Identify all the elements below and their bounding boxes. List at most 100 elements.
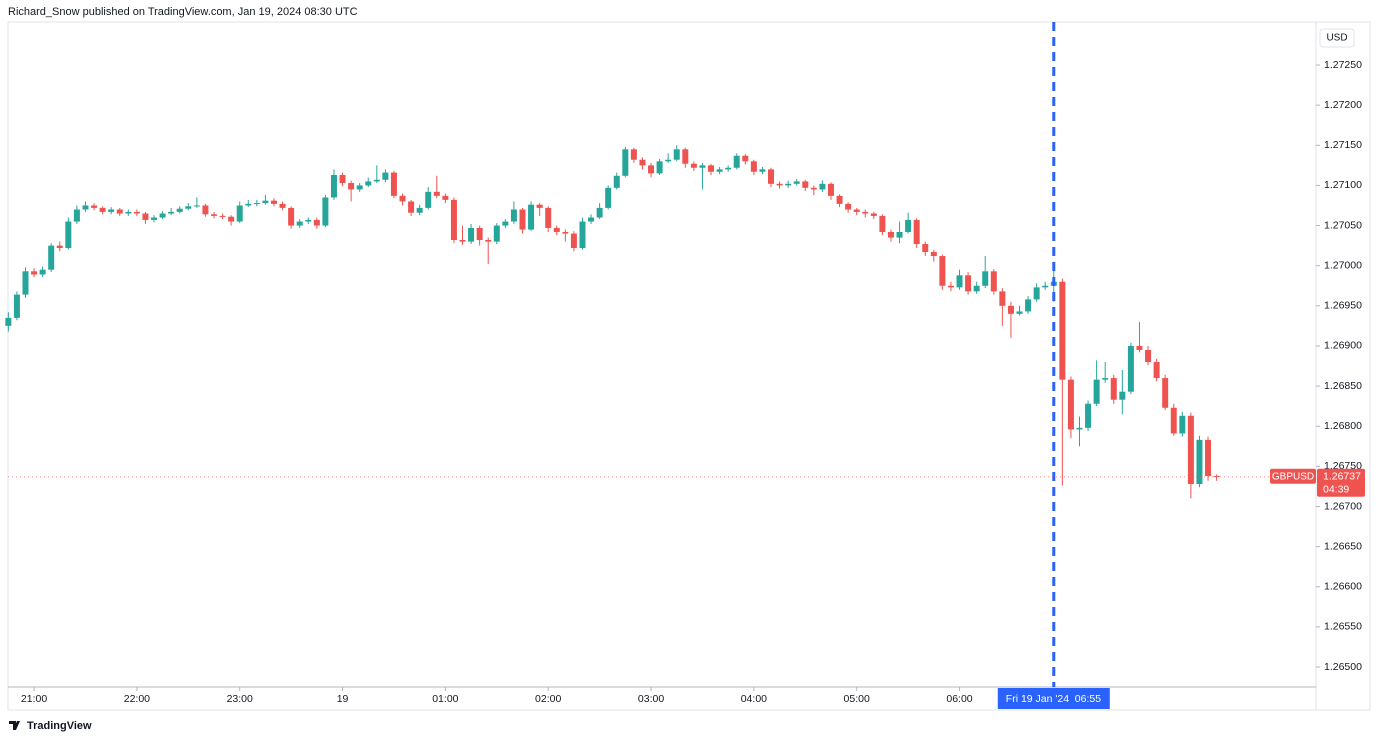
y-tick-label: 1.27050 [1324, 219, 1362, 231]
candle-body [485, 240, 492, 242]
candle-body [425, 191, 432, 208]
currency-badge[interactable] [1319, 28, 1355, 48]
candle-body [116, 209, 123, 214]
x-tick-label: 06:00 [946, 693, 972, 705]
candle-body [125, 211, 132, 214]
candle-body [836, 195, 843, 204]
frame [7, 21, 1371, 711]
candle-body [5, 317, 12, 326]
candle-body [348, 183, 355, 190]
candle-body [536, 204, 543, 208]
currency: USD [1326, 33, 1347, 44]
y-tick-label: 1.26900 [1324, 340, 1362, 352]
candle-body [339, 174, 346, 184]
candle-body [279, 203, 286, 208]
candle-body [947, 285, 954, 288]
candle-body [965, 275, 972, 292]
candle-body [1127, 345, 1134, 392]
y-tick-label: 1.27150 [1324, 139, 1362, 151]
candle-body [31, 271, 38, 275]
candle-body [990, 271, 997, 292]
candle-body [202, 205, 209, 215]
candle-body [382, 172, 389, 180]
candle-body [1145, 349, 1152, 363]
candle-body [562, 231, 569, 234]
y-tick-label: 1.27100 [1324, 179, 1362, 191]
y-tick-label: 1.27200 [1324, 99, 1362, 111]
candle-body [913, 219, 920, 245]
candle-body [690, 163, 697, 168]
candle-body [759, 169, 766, 172]
candle-body [22, 271, 29, 295]
candle-body [1016, 311, 1023, 314]
candle-body [887, 231, 894, 238]
candle-body [493, 225, 500, 242]
y-tick-label: 1.26850 [1324, 380, 1362, 392]
candle-body [845, 203, 852, 210]
logo-text: TradingView [27, 720, 92, 732]
logo-icon [9, 721, 20, 730]
candle-body [708, 165, 715, 172]
candle-body [65, 221, 72, 249]
candle-body [939, 256, 946, 286]
candle-body [699, 165, 706, 168]
candle-body [1033, 287, 1040, 300]
candle-body [1205, 439, 1212, 476]
candle-body [73, 209, 80, 222]
candle-body [622, 149, 629, 176]
candle-body [682, 149, 689, 164]
y-tick-label: 1.27000 [1324, 259, 1362, 271]
candle-body [1153, 362, 1160, 379]
candle-body [1042, 285, 1049, 288]
candle-body [733, 155, 740, 168]
candle-body [665, 159, 672, 162]
x-tick-label: 02:00 [535, 693, 561, 705]
x-tick-label: 04:00 [741, 693, 767, 705]
candle-body [596, 207, 603, 218]
candle-body [476, 227, 483, 241]
candle-body [133, 211, 140, 214]
candle-body [768, 169, 774, 184]
candle-body [725, 167, 732, 170]
candle-body [553, 227, 560, 232]
candle-body [433, 191, 440, 196]
y-tick-label: 1.26500 [1324, 661, 1362, 673]
y-tick-label: 1.26700 [1324, 500, 1362, 512]
candle-body [656, 161, 663, 174]
candle-body [168, 211, 175, 214]
candle-body [442, 195, 449, 200]
candle-body [853, 209, 860, 212]
candle-body [802, 181, 809, 188]
candle-body [142, 213, 149, 220]
candle-body [1025, 299, 1032, 312]
candle-body [742, 155, 749, 162]
candle-body [570, 233, 577, 249]
candle-body [253, 203, 260, 205]
candle-body [1196, 439, 1203, 485]
symbol-label: GBPUSD [1272, 471, 1314, 482]
price-label: 1.26737 [1323, 471, 1361, 483]
candle-body [330, 174, 337, 198]
publish-info: Richard_Snow published on TradingView.co… [8, 6, 358, 18]
candle-body [930, 252, 937, 257]
candle-body [1119, 391, 1126, 400]
y-tick-label: 1.26800 [1324, 420, 1362, 432]
candle-body [1067, 379, 1074, 430]
candle-body [1093, 379, 1100, 404]
candle-body [922, 244, 929, 253]
candle-body [236, 205, 243, 222]
candle-body [228, 216, 235, 222]
candle-body [639, 159, 646, 166]
candle-body [185, 206, 192, 209]
x-tick-label: 05:00 [844, 693, 870, 705]
candle-body [356, 185, 363, 190]
candle-body [1162, 378, 1169, 408]
crosshair-time: 06:55 [1075, 693, 1101, 705]
candle-body [270, 200, 277, 204]
tradingview-logo: TradingView [9, 720, 92, 732]
candle-body [39, 269, 46, 275]
candle-body [1076, 427, 1083, 430]
candle-body [365, 181, 372, 186]
candle-body [82, 205, 89, 210]
